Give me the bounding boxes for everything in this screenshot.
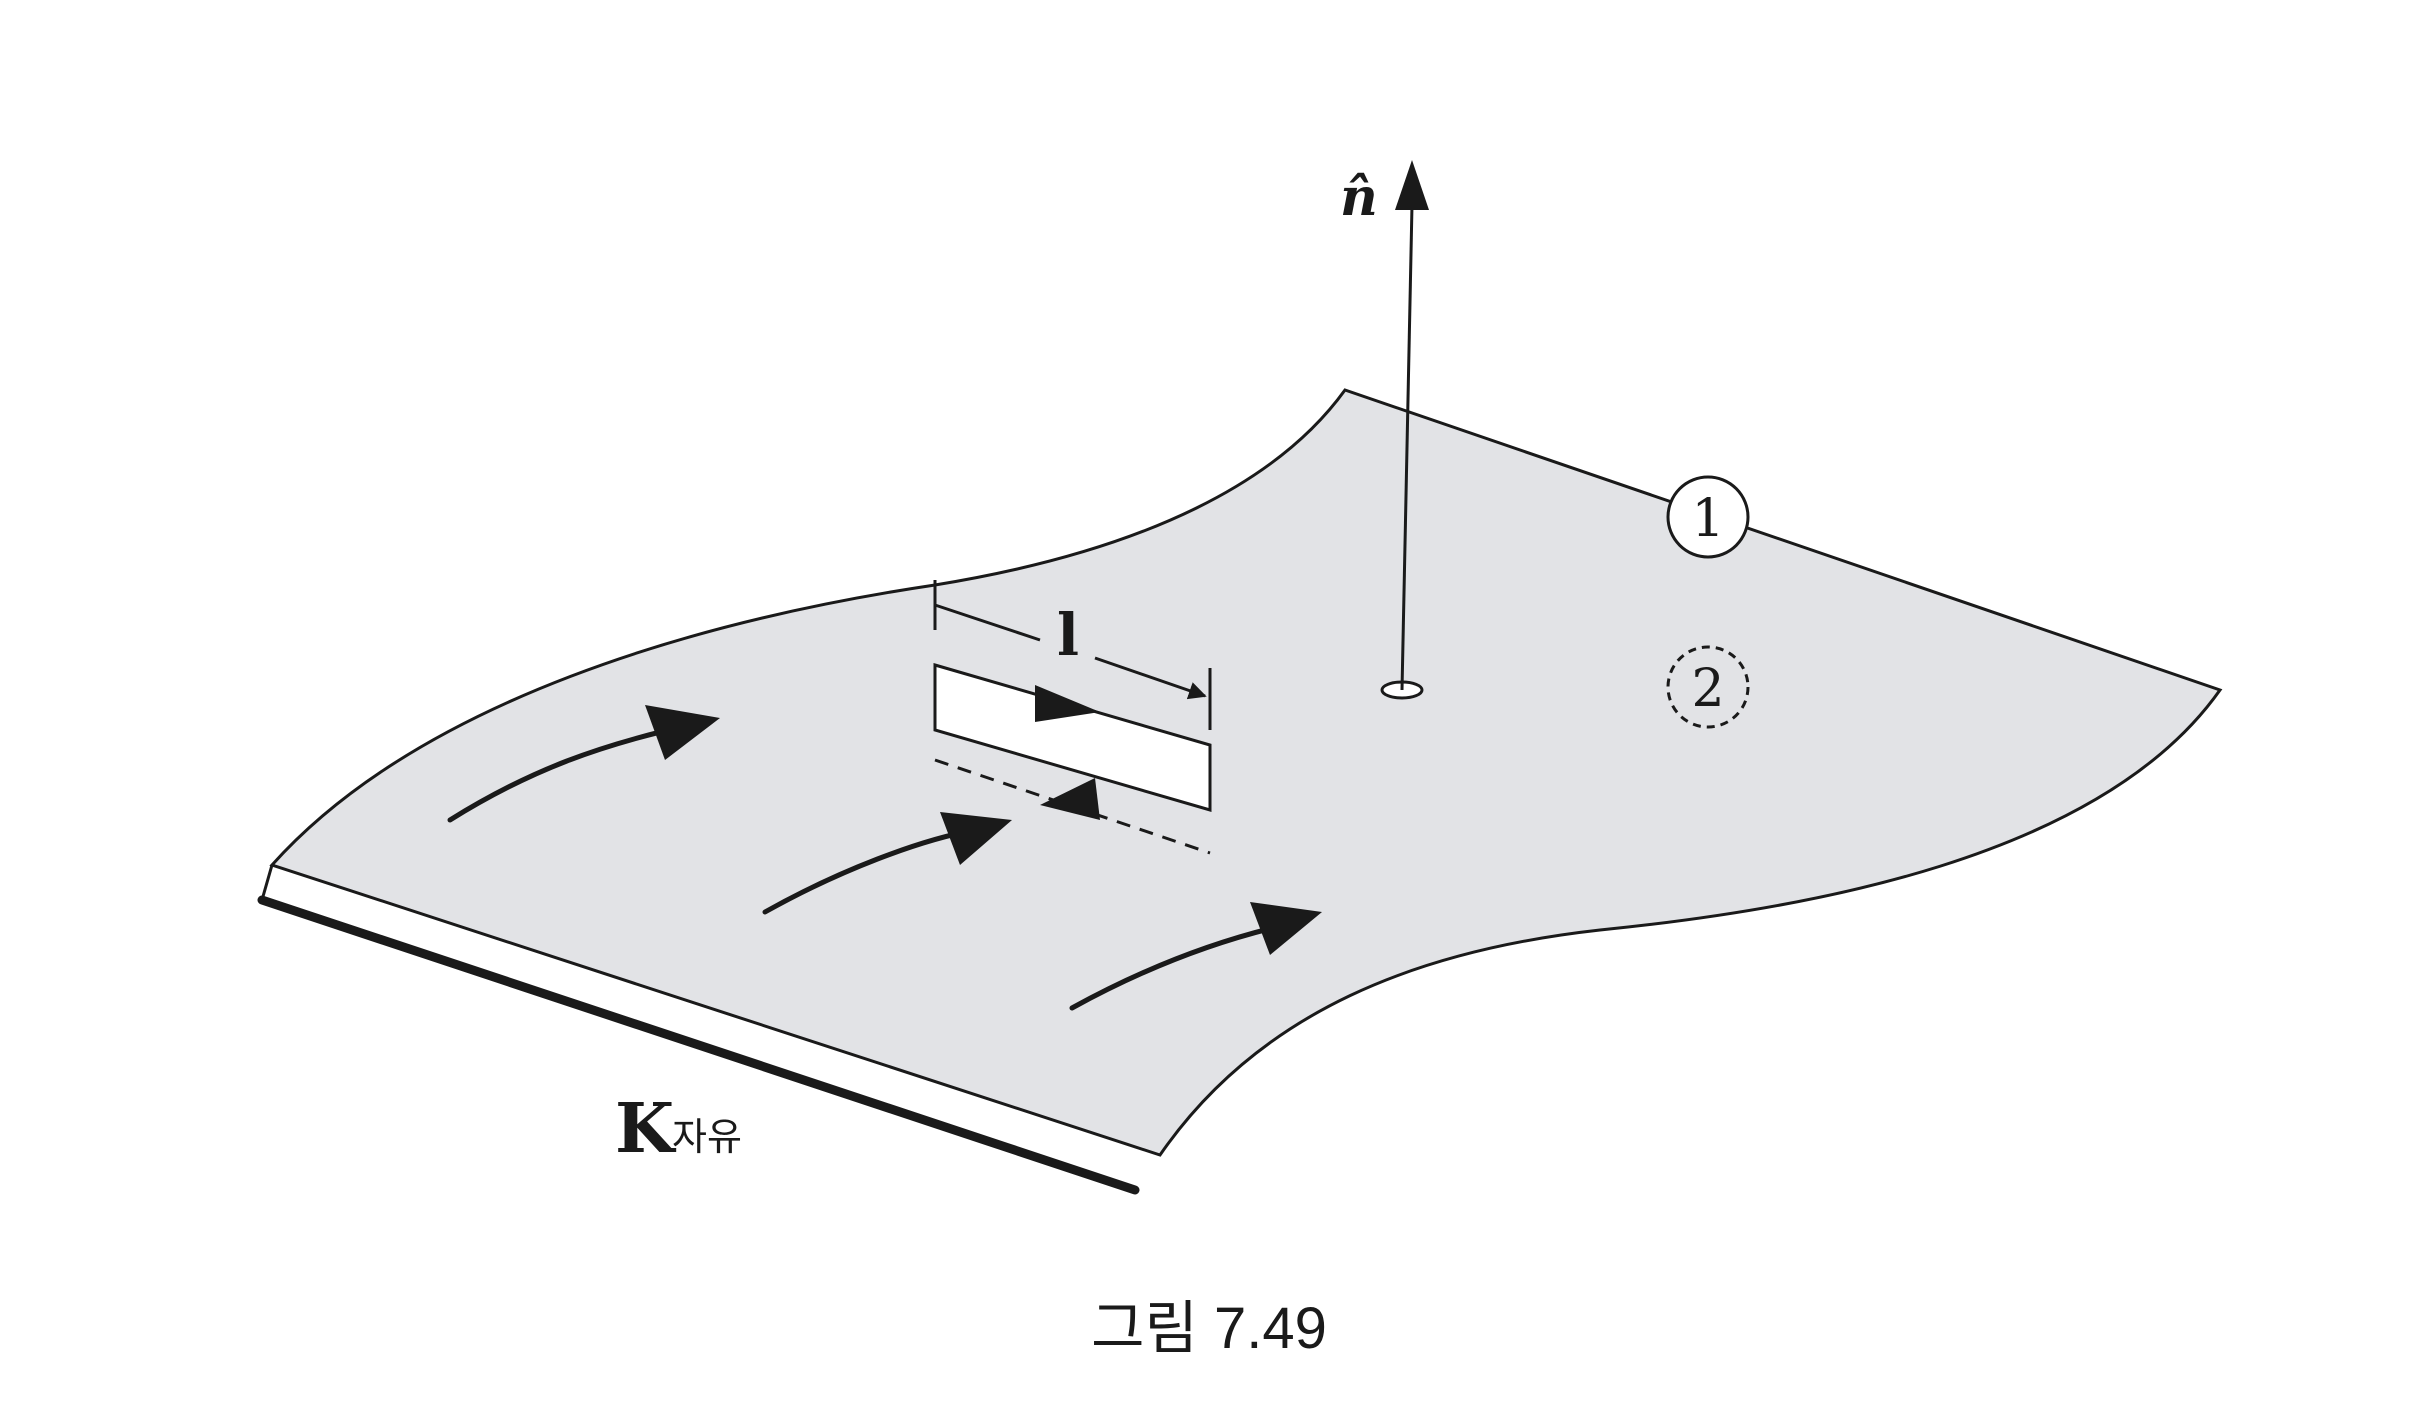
loop-rectangle xyxy=(933,663,1212,812)
surface-current-symbol: K xyxy=(615,1089,677,1169)
arrow-up-icon xyxy=(1395,160,1429,210)
region-2-label: 2 xyxy=(1691,659,1724,719)
surface-current-arrows xyxy=(447,705,1322,1011)
sheet-side-edge xyxy=(260,864,274,901)
sheet-front-edge xyxy=(257,895,1140,1195)
surface-current-subscript: 자유 xyxy=(672,1117,742,1159)
curved-arrow-icon xyxy=(1069,922,1288,1011)
normal-vector-shaft xyxy=(1400,204,1414,691)
region-1-label: 1 xyxy=(1691,489,1724,549)
arrow-left-icon xyxy=(1040,778,1100,820)
arrowhead-2 xyxy=(940,812,1012,865)
normal-vector-label: n̂ xyxy=(1340,167,1378,228)
figure-caption: 그림 7.49 xyxy=(1091,1296,1327,1361)
surface-sheet xyxy=(269,388,2223,1157)
arrowhead-3 xyxy=(1250,902,1322,955)
length-dimension-line-right xyxy=(1094,656,1207,700)
circle-1-outline xyxy=(1666,475,1750,559)
region-2-marker: 2 xyxy=(1666,645,1750,729)
arrow-right-icon xyxy=(1035,685,1100,722)
length-dimension-line-left xyxy=(934,603,1041,642)
surface-current-label: K 자유 xyxy=(615,1089,742,1169)
amperian-loop: l xyxy=(933,580,1212,855)
circle-2-dashed-outline xyxy=(1666,645,1750,729)
region-1-marker: 1 xyxy=(1666,475,1750,559)
loop-length-label: l xyxy=(1057,601,1079,669)
normal-vector: n̂ xyxy=(1340,160,1429,700)
arrowhead-1 xyxy=(645,705,720,760)
